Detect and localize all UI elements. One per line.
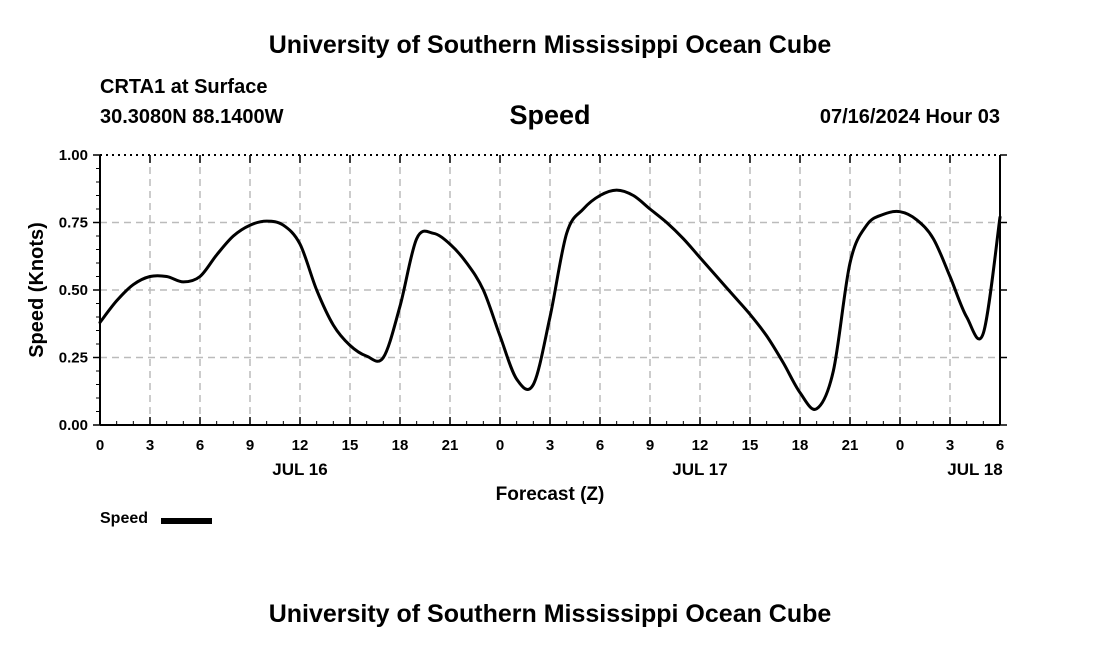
y-tick-label: 0.75 [59, 215, 88, 232]
x-tick-label: 21 [842, 437, 859, 454]
series-line-speed [98, 188, 1002, 411]
station-label: CRTA1 at Surface [100, 76, 268, 98]
chart-ticks [93, 154, 1007, 426]
y-tick-label: 1.00 [59, 147, 88, 164]
legend-swatch-speed [161, 518, 212, 524]
date-label: JUL 16 [272, 460, 327, 479]
y-tick-label: 0.25 [59, 350, 88, 367]
y-tick-label: 0.00 [59, 417, 88, 434]
x-tick-label: 15 [742, 437, 759, 454]
x-tick-label: 6 [196, 437, 204, 454]
footer-title: University of Southern Mississippi Ocean… [268, 600, 832, 628]
date-label: JUL 18 [947, 460, 1002, 479]
station-coordinates: 30.3080N 88.1400W [100, 106, 284, 128]
x-tick-label: 12 [692, 437, 709, 454]
page-title: University of Southern Mississippi Ocean… [268, 31, 832, 59]
date-label: JUL 17 [672, 460, 727, 479]
x-tick-label: 21 [442, 437, 459, 454]
x-tick-label: 6 [596, 437, 604, 454]
x-tick-label: 0 [896, 437, 904, 454]
x-tick-label: 3 [146, 437, 154, 454]
x-tick-label: 12 [292, 437, 309, 454]
y-tick-label: 0.50 [59, 282, 88, 299]
chart-tick-labels: 0 3 6 9 12 15 18 21 0 3 6 9 12 15 18 21 0 3 6 0.00 0.25 0.50 0… [59, 147, 1004, 479]
x-tick-label: 15 [342, 437, 359, 454]
x-tick-label: 0 [96, 437, 104, 454]
x-tick-label: 6 [996, 437, 1004, 454]
x-tick-label: 18 [392, 437, 409, 454]
x-tick-label: 18 [792, 437, 809, 454]
x-axis-label: Forecast (Z) [496, 484, 605, 505]
x-tick-label: 0 [496, 437, 504, 454]
chart-title: Speed [509, 100, 591, 130]
x-tick-label: 3 [946, 437, 954, 454]
forecast-datetime: 07/16/2024 Hour 03 [819, 106, 1000, 128]
x-tick-label: 9 [246, 437, 254, 454]
chart-grid [100, 155, 1000, 425]
legend-label: Speed [100, 510, 149, 527]
x-tick-label: 9 [646, 437, 654, 454]
x-tick-label: 3 [546, 437, 554, 454]
y-axis-label: Speed (Knots) [26, 222, 48, 358]
